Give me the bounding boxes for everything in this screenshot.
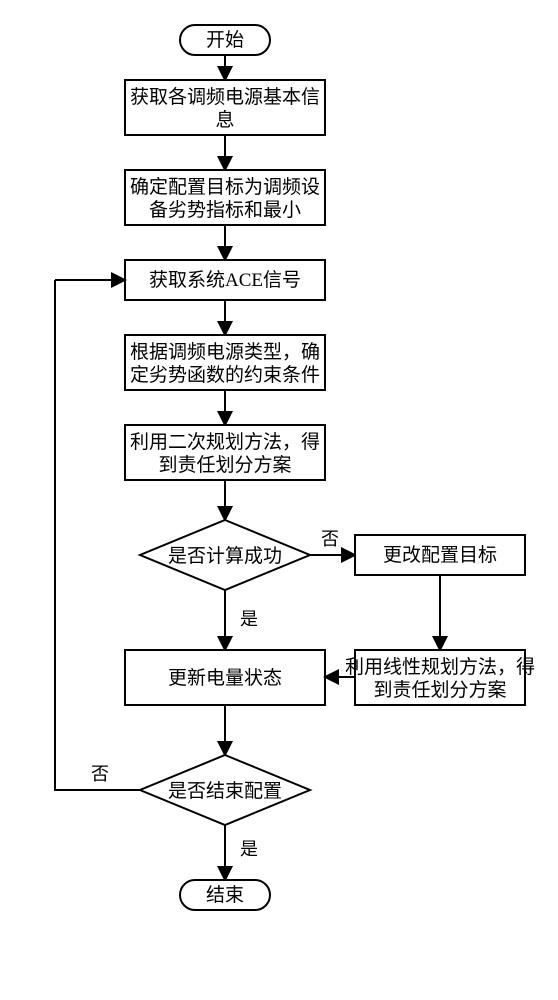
n4-line1: 根据调频电源类型，确	[130, 341, 320, 363]
flowchart-diagram: 开始 获取各调频电源基本信 息 确定配置目标为调频设 备劣势指标和最小 获取系统…	[0, 0, 558, 1000]
d2-label: 是否结束配置	[168, 780, 282, 802]
end-label: 结束	[206, 884, 244, 906]
n8-line2: 到责任划分方案	[373, 679, 506, 701]
label-yes2: 是	[240, 839, 258, 859]
n7-line1: 更新电量状态	[168, 667, 282, 689]
n8-line1: 利用线性规划方法，得	[345, 656, 535, 678]
n6-line1: 更改配置目标	[383, 544, 497, 566]
n2-line2: 备劣势指标和最小	[149, 199, 301, 221]
d1-label: 是否计算成功	[168, 545, 282, 567]
n2-line1: 确定配置目标为调频设	[130, 176, 320, 198]
n5-line2: 到责任划分方案	[158, 454, 291, 476]
label-no1: 否	[321, 529, 339, 549]
n5-line1: 利用二次规划方法，得	[130, 431, 320, 453]
n1-line1: 获取各调频电源基本信	[130, 86, 320, 108]
label-no2: 否	[91, 764, 109, 784]
n4-line2: 定劣势函数的约束条件	[130, 364, 320, 386]
n3-line1: 获取系统ACE信号	[149, 269, 301, 291]
label-yes1: 是	[240, 609, 258, 629]
start-label: 开始	[206, 29, 244, 51]
n1-line2: 息	[215, 109, 234, 131]
